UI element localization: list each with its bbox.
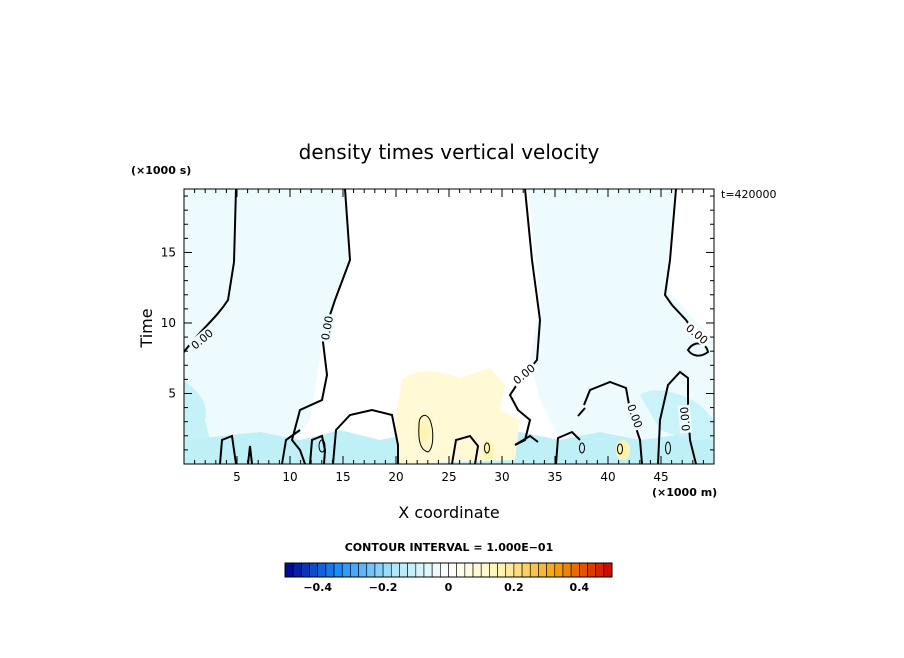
colorbar-cell (309, 562, 318, 578)
positive-spot-3 (616, 440, 630, 460)
y-tick-label: 15 (161, 245, 176, 259)
colorbar-cell (562, 562, 572, 578)
colorbar-cell (440, 562, 449, 578)
colorbar-cell (456, 562, 466, 578)
colorbar-cell (292, 562, 302, 578)
colorbar-cell (546, 562, 556, 578)
colorbar-tick-label: −0.2 (369, 581, 398, 594)
colorbar-cell (366, 562, 376, 578)
colorbar-cell (570, 562, 580, 578)
colorbar-cell (554, 562, 564, 578)
colorbar-tick-label: 0 (445, 581, 453, 594)
positive-core (410, 406, 438, 458)
colorbar-cell (317, 562, 327, 578)
colorbar-cell (480, 562, 490, 578)
chart-title: density times vertical velocity (299, 140, 600, 164)
x-tick-label: 20 (388, 470, 403, 484)
colorbar-cell (513, 562, 523, 578)
x-tick-label: 40 (600, 470, 615, 484)
colorbar-cell (415, 562, 425, 578)
colorbar-cell (521, 562, 531, 578)
zero-contours (184, 189, 710, 464)
colorbar-cell (333, 562, 343, 578)
contour-label-2: 0.00 (319, 315, 336, 341)
negative-patch-right (640, 390, 714, 440)
minor-ticks (184, 189, 714, 464)
colorbar-cell (578, 562, 588, 578)
contour-label-5: 0.00 (678, 406, 693, 432)
x-unit-label: (×1000 m) (652, 486, 717, 499)
time-annotation: t=420000 (721, 188, 777, 201)
colorbar-cell (407, 562, 417, 578)
colorbar-cell (489, 562, 498, 578)
colorbar-cell (497, 562, 507, 578)
negative-region-left (184, 189, 350, 440)
colorbar-cell (341, 562, 351, 578)
colorbar-cell (538, 562, 547, 578)
colorbar-cell (390, 562, 400, 578)
colorbar-cell (448, 562, 457, 578)
x-tick-label: 5 (233, 470, 241, 484)
positive-contours (318, 414, 671, 455)
colorbar-cell (431, 562, 441, 578)
x-tick-label: 15 (335, 470, 350, 484)
colorbar-ticks: −0.4 −0.2 0 0.2 0.4 (303, 581, 589, 594)
colorbar-cell (382, 562, 392, 578)
x-tick-label: 35 (547, 470, 562, 484)
colorbar-cell (529, 562, 539, 578)
x-tick-label: 45 (653, 470, 668, 484)
colorbar-cell (505, 562, 515, 578)
plot-area: 0.00 0.00 0.00 0.00 0.00 0.00 (184, 189, 714, 464)
x-axis-label: X coordinate (398, 503, 499, 522)
colorbar (284, 562, 613, 578)
colorbar-tick-label: 0.4 (570, 581, 590, 594)
y-tick-label: 10 (161, 316, 176, 330)
x-tick-label: 30 (494, 470, 509, 484)
y-tick-label: 5 (168, 386, 176, 400)
y-axis-label: Time (137, 308, 156, 348)
colorbar-cell (325, 562, 335, 578)
colorbar-tick-label: 0.2 (504, 581, 524, 594)
colorbar-cell (595, 562, 605, 578)
y-unit-label: (×1000 s) (131, 164, 191, 177)
colorbar-cell (587, 562, 596, 578)
colorbar-cell (399, 562, 408, 578)
negative-region-right (528, 189, 714, 440)
x-axis-ticks: 5 10 15 20 25 30 35 40 45 (233, 470, 668, 484)
colorbar-cell (358, 562, 368, 578)
colorbar-cell (603, 562, 613, 578)
colorbar-cell (350, 562, 359, 578)
negative-band-bottom (184, 380, 210, 440)
colorbar-cell (374, 562, 384, 578)
colorbar-cell (472, 562, 482, 578)
colorbar-cell (464, 562, 474, 578)
colorbar-cell (301, 562, 310, 578)
x-tick-label: 25 (441, 470, 456, 484)
y-axis-ticks: 5 10 15 (161, 245, 176, 400)
contour-interval-label: CONTOUR INTERVAL = 1.000E−01 (345, 541, 554, 554)
x-tick-label: 10 (282, 470, 297, 484)
colorbar-cell (423, 562, 433, 578)
colorbar-cell (284, 562, 294, 578)
colorbar-tick-label: −0.4 (303, 581, 332, 594)
